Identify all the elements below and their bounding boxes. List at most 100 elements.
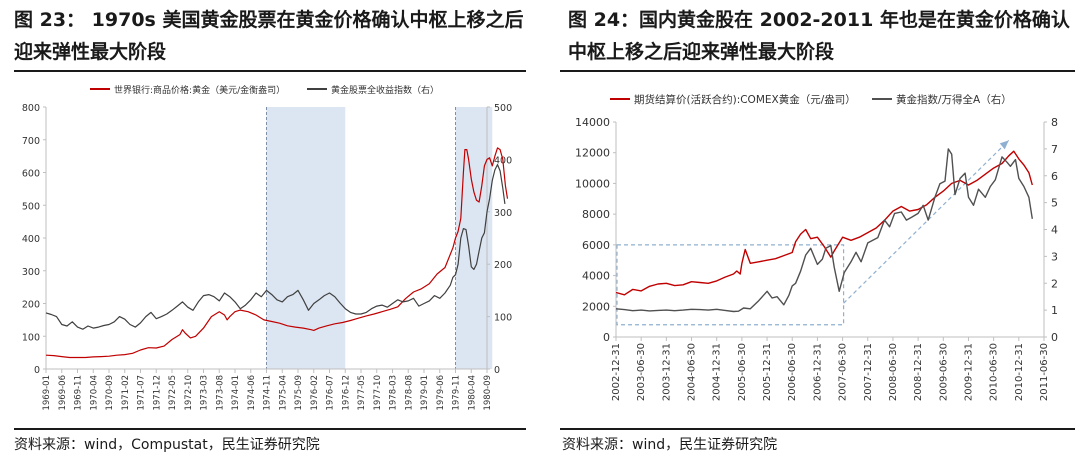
y-right-tick-label: 1	[1051, 304, 1058, 317]
y-right-tick-label: 3	[1051, 250, 1058, 263]
shaded-period	[455, 107, 493, 369]
x-tick-label: 2003-06-30	[636, 343, 647, 401]
x-tick-label: 1976-12	[341, 375, 351, 411]
y-right-tick-label: 2	[1051, 277, 1058, 290]
x-tick-label: 1978-08	[404, 375, 414, 411]
x-tick-label: 1973-08	[215, 375, 225, 411]
y-right-tick-label: 300	[494, 208, 512, 219]
trend-arrowhead	[999, 140, 1009, 150]
y-right-tick-label: 0	[494, 365, 500, 376]
y-right-tick-label: 0	[1051, 331, 1058, 344]
x-tick-label: 2006-06-30	[787, 343, 798, 401]
y-left-tick-label: 0	[603, 331, 610, 344]
y-right-tick-label: 4	[1051, 224, 1058, 237]
x-tick-label: 1973-03	[200, 375, 210, 411]
title-rule	[14, 70, 526, 72]
legend-label: 黄金股票全收益指数（右）	[331, 84, 439, 96]
x-tick-label: 1974-11	[263, 375, 273, 411]
legend-label: 期货结算价(活跃合约):COMEX黄金（元/盎司）	[634, 93, 856, 106]
x-tick-label: 2003-12-31	[661, 343, 672, 401]
y-left-tick-label: 8000	[582, 208, 610, 221]
x-tick-label: 2010-06-30	[989, 343, 1000, 401]
x-tick-label: 2004-12-31	[712, 343, 723, 401]
x-tick-label: 1969-06	[58, 375, 68, 411]
y-left-tick-label: 100	[22, 332, 40, 343]
y-right-tick-label: 6	[1051, 170, 1058, 183]
x-tick-label: 1969-01	[42, 375, 52, 411]
y-left-tick-label: 6000	[582, 239, 610, 252]
legend-label: 世界银行:商品价格:黄金（美元/金衡盎司）	[114, 84, 285, 96]
y-left-tick-label: 400	[22, 234, 40, 245]
x-tick-label: 1972-10	[184, 375, 194, 411]
series-line	[615, 150, 1033, 296]
x-tick-label: 2007-06-30	[838, 343, 849, 401]
y-left-tick-label: 10000	[575, 177, 610, 190]
y-right-tick-label: 100	[494, 313, 512, 324]
shaded-period	[266, 107, 346, 369]
highlight-box	[616, 244, 845, 326]
series-line	[45, 147, 509, 359]
y-left-tick-label: 600	[22, 169, 40, 180]
source-rule	[14, 428, 526, 430]
title-rule	[560, 70, 1075, 72]
x-tick-label: 2005-06-30	[737, 343, 748, 401]
y-right-tick-label: 200	[494, 260, 512, 271]
y-left-tick-label: 800	[22, 103, 40, 114]
x-tick-label: 2008-12-31	[913, 343, 924, 401]
y-left-tick-label: 12000	[575, 147, 610, 160]
source-note: 资料来源：wind，Compustat，民生证券研究院	[14, 437, 320, 453]
x-tick-label: 1974-06	[247, 375, 257, 411]
source-note: 资料来源：wind，民生证券研究院	[562, 437, 778, 453]
chart-24-svg: 0 2000 4000 6000 8000 10000 12000 14000 0 1 2 3 4 5 6 7…	[575, 93, 1058, 401]
x-tick-label: 1977-10	[373, 375, 383, 411]
y-left-tick-label: 300	[22, 267, 40, 278]
legend-label: 黄金指数/万得全A（右）	[896, 93, 1012, 106]
series-line	[45, 163, 506, 330]
trend-arrow	[843, 140, 1010, 304]
y-right-tick-label: 500	[494, 103, 512, 114]
y-left-tick-label: 200	[22, 300, 40, 311]
x-tick-label: 2002-12-31	[611, 343, 622, 401]
y-left-tick-label: 0	[34, 365, 40, 376]
x-tick-label: 1979-01	[420, 375, 430, 411]
x-tick-label: 1975-04	[278, 375, 288, 411]
x-tick-label: 2007-12-31	[863, 343, 874, 401]
x-tick-label: 2009-12-31	[963, 343, 974, 401]
x-tick-label: 1976-07	[326, 375, 336, 411]
x-tick-label: 1980-09	[483, 375, 493, 411]
chart-panel-24: 图 24：国内黄金股在 2002-2011 年也是在黄金价格确认中枢上移之后迎来…	[560, 0, 1080, 466]
y-right-tick-label: 8	[1051, 116, 1058, 129]
x-tick-label: 1974-01	[231, 375, 241, 411]
x-tick-label: 2006-12-31	[812, 343, 823, 401]
x-tick-label: 1979-06	[436, 375, 446, 411]
y-left-tick-label: 2000	[582, 300, 610, 313]
x-tick-label: 1970-09	[105, 375, 115, 411]
chart-title: 图 24：国内黄金股在 2002-2011 年也是在黄金价格确认中枢上移之后迎来…	[568, 9, 1070, 63]
y-left-tick-label: 500	[22, 201, 40, 212]
x-tick-label: 1979-11	[452, 375, 462, 411]
x-tick-label: 1971-07	[137, 375, 147, 411]
source-rule	[560, 428, 1075, 430]
x-tick-label: 2008-06-30	[888, 343, 899, 401]
x-tick-label: 1971-02	[121, 375, 131, 411]
x-tick-label: 1978-03	[389, 375, 399, 411]
chart-panel-23: 图 23： 1970s 美国黄金股票在黄金价格确认中枢上移之后迎来弹性最大阶段 …	[0, 0, 530, 466]
x-tick-label: 1970-04	[89, 375, 99, 411]
y-right-tick-label: 5	[1051, 197, 1058, 210]
x-tick-label: 1977-05	[357, 375, 367, 411]
series-line	[615, 148, 1033, 313]
x-tick-label: 1980-04	[467, 375, 477, 411]
x-tick-label: 2009-06-30	[938, 343, 949, 401]
x-tick-label: 2005-12-31	[762, 343, 773, 401]
x-tick-label: 1972-05	[168, 375, 178, 411]
y-left-tick-label: 700	[22, 136, 40, 147]
x-tick-label: 1971-12	[152, 375, 162, 411]
y-left-tick-label: 4000	[582, 270, 610, 283]
x-tick-label: 1976-02	[310, 375, 320, 411]
x-tick-label: 1969-11	[74, 375, 84, 411]
x-tick-label: 2011-06-30	[1039, 343, 1050, 401]
chart-23-svg: 0100200300400500600700800010020030040050…	[22, 84, 512, 411]
x-tick-label: 1975-09	[294, 375, 304, 411]
x-tick-label: 2004-06-30	[687, 343, 698, 401]
y-left-tick-label: 14000	[575, 116, 610, 129]
